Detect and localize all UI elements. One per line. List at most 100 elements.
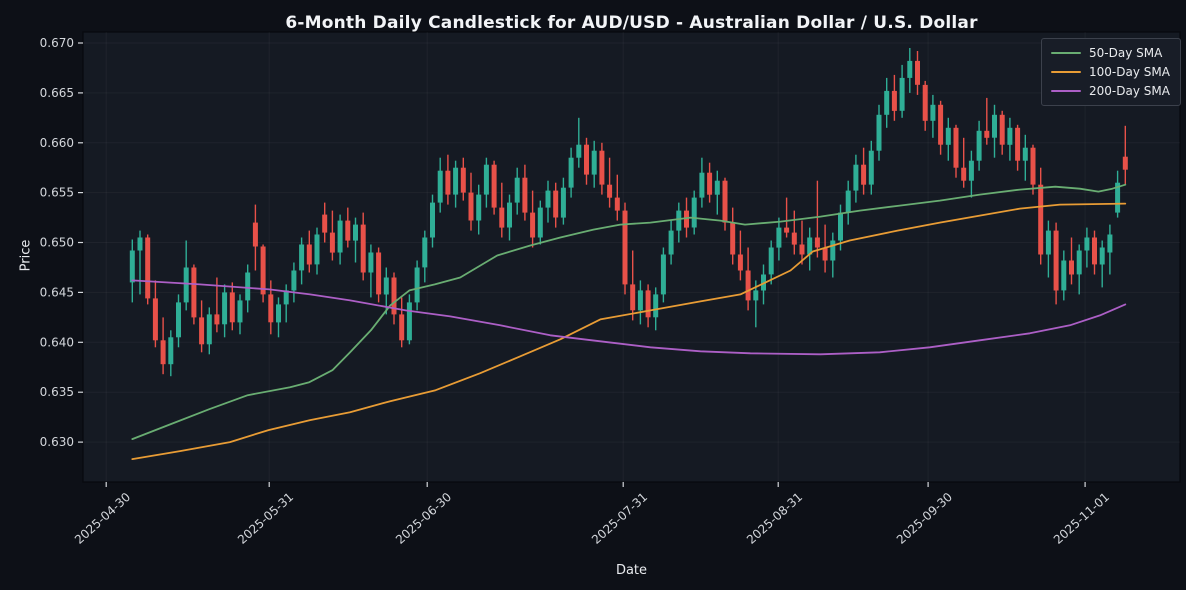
svg-text:0.670: 0.670: [40, 36, 74, 50]
svg-text:0.645: 0.645: [40, 285, 74, 299]
svg-text:2025-11-01: 2025-11-01: [1051, 490, 1112, 547]
candle-body: [468, 192, 474, 221]
candle-body: [922, 84, 928, 121]
candle-body: [368, 252, 374, 273]
candle-body: [399, 314, 405, 341]
candle-body: [614, 197, 620, 211]
candle-body: [168, 337, 174, 365]
candle-body: [345, 220, 351, 241]
candle-body: [599, 150, 605, 185]
svg-text:2025-05-31: 2025-05-31: [235, 490, 296, 547]
svg-text:2025-09-30: 2025-09-30: [894, 490, 955, 547]
candle-body: [791, 232, 797, 245]
svg-text:2025-06-30: 2025-06-30: [393, 490, 454, 547]
candle-body: [268, 294, 274, 323]
x-axis-label: Date: [615, 563, 648, 578]
candle-body: [868, 150, 874, 185]
candle-body: [876, 114, 882, 151]
candle-body: [176, 302, 181, 338]
candle-body: [992, 114, 997, 138]
legend-line-swatch-50: [1051, 51, 1081, 55]
candle-body: [491, 164, 497, 208]
legend-line-swatch-100: [1051, 70, 1081, 74]
candle-body: [591, 150, 597, 175]
legend-item-100-day-sma: 100-Day SMA: [1051, 65, 1170, 79]
legend-line-swatch-200: [1051, 89, 1081, 93]
candles-group: [129, 48, 1128, 377]
candle-body: [784, 227, 790, 233]
candle-body: [376, 252, 382, 295]
svg-text:0.650: 0.650: [40, 236, 74, 250]
candle-body: [938, 104, 944, 145]
candle-body: [1030, 147, 1036, 185]
candle-body: [722, 180, 728, 223]
candle-body: [1061, 260, 1067, 291]
legend: 50-Day SMA 100-Day SMA 200-Day SMA: [1041, 38, 1181, 106]
candle-body: [1069, 260, 1074, 275]
svg-text:0.635: 0.635: [40, 385, 74, 399]
candle-body: [152, 298, 158, 341]
candle-body: [699, 172, 705, 198]
candle-body: [637, 290, 643, 311]
candle-body: [145, 237, 151, 299]
y-axis-label: Price: [18, 239, 34, 272]
candle-body: [814, 237, 820, 248]
candle-body: [891, 90, 897, 111]
svg-text:0.660: 0.660: [40, 136, 74, 150]
candle-body: [329, 232, 335, 253]
legend-label: 200-Day SMA: [1089, 84, 1170, 98]
candle-body: [1022, 147, 1028, 161]
legend-item-200-day-sma: 200-Day SMA: [1051, 84, 1170, 98]
candle-body: [383, 277, 389, 295]
y-axis-ticks: 0.630 0.635 0.640 0.645 0.650 0.655 0.660 0.665…: [40, 36, 83, 449]
sma-line-0: [131, 183, 1127, 440]
candle-body: [607, 184, 613, 198]
candle-body: [237, 300, 243, 323]
candle-body: [337, 220, 343, 253]
candle-body: [460, 167, 466, 193]
candle-body: [1045, 230, 1051, 255]
candle-body: [437, 170, 443, 203]
candle-body: [299, 244, 305, 271]
candle-body: [322, 214, 328, 233]
candle-body: [499, 207, 505, 228]
candle-body: [183, 267, 189, 303]
candle-body: [414, 267, 420, 303]
candle-body: [129, 250, 135, 283]
candle-body: [884, 90, 890, 115]
candle-body: [314, 234, 320, 265]
svg-text:2025-04-30: 2025-04-30: [72, 490, 133, 547]
candle-body: [899, 77, 905, 111]
candle-body: [276, 304, 281, 323]
candle-body: [668, 230, 674, 255]
sma-line-2: [131, 279, 1127, 356]
svg-text:0.640: 0.640: [40, 335, 74, 349]
candle-body: [753, 290, 759, 301]
candle-body: [568, 157, 574, 188]
candle-body: [822, 247, 828, 261]
candle-body: [560, 187, 566, 218]
candle-body: [915, 60, 920, 85]
candle-body: [945, 127, 951, 145]
candle-body: [961, 167, 967, 181]
svg-text:0.630: 0.630: [40, 435, 74, 449]
page-title: 6-Month Daily Candlestick for AUD/USD - …: [285, 13, 978, 33]
candle-body: [206, 314, 212, 345]
candle-body: [245, 272, 251, 301]
plot-area: [82, 31, 1181, 483]
svg-text:2025-07-31: 2025-07-31: [589, 490, 650, 547]
candle-body: [422, 237, 428, 268]
candle-body: [984, 130, 990, 138]
candle-body: [807, 237, 813, 255]
candle-body: [1092, 237, 1097, 265]
candle-body: [776, 227, 782, 248]
candle-body: [1107, 234, 1113, 253]
candle-body: [306, 244, 312, 265]
candle-body: [260, 246, 266, 295]
candle-body: [507, 202, 512, 228]
candle-body: [968, 160, 974, 181]
candle-body: [684, 210, 689, 228]
candle-body: [445, 170, 451, 195]
candle-body: [976, 130, 982, 161]
